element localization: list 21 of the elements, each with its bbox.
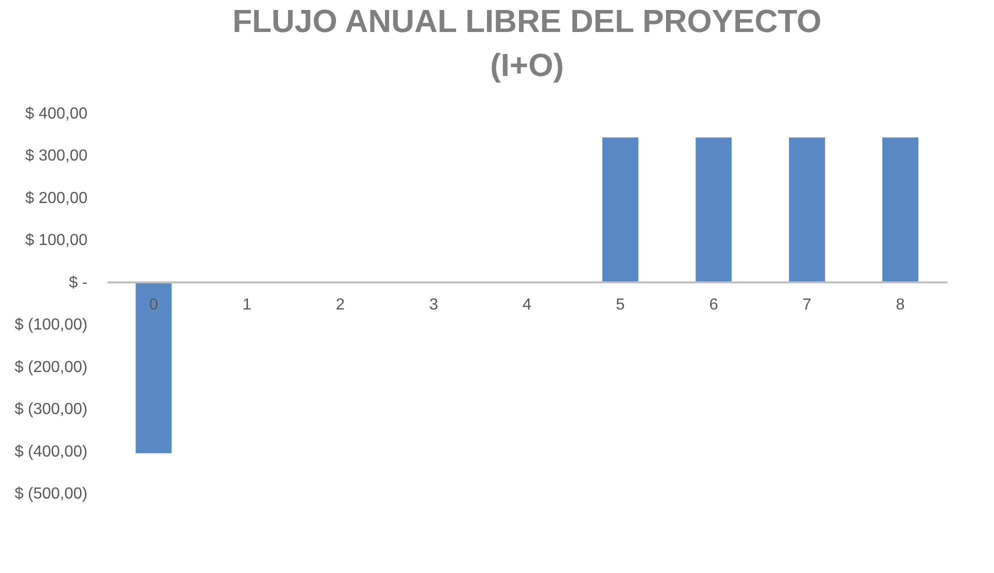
- text: FLUJO ANUAL LIBRE DEL PROYECTO: [232, 3, 822, 39]
- y-tick-label: $ 400,00: [25, 106, 88, 122]
- y-tick-label: $ (200,00): [14, 358, 88, 376]
- y-tick-label: $ (300,00): [14, 401, 88, 418]
- x-tick-label: 8: [896, 296, 905, 314]
- x-tick-label: 5: [616, 296, 625, 314]
- x-tick-label: 6: [709, 296, 718, 314]
- x-tick-label: 2: [336, 296, 345, 314]
- x-tick-label: 1: [242, 296, 252, 314]
- y-tick-label: $ (100,00): [14, 316, 88, 334]
- y-tick-label: $ (500,00): [14, 486, 88, 502]
- y-tick-label: $ 100,00: [25, 232, 88, 250]
- y-tick-label: $ 300,00: [25, 148, 88, 165]
- y-tick-label: $ -: [68, 274, 88, 292]
- text: (I+O): [490, 47, 564, 83]
- x-tick-label: 3: [429, 296, 438, 314]
- y-tick-label: $ 200,00: [25, 190, 88, 207]
- y-tick-label: $ (400,00): [14, 443, 88, 460]
- x-tick-label: 4: [522, 296, 532, 314]
- x-tick-label: 0: [149, 296, 158, 314]
- x-tick-label: 7: [802, 296, 812, 314]
